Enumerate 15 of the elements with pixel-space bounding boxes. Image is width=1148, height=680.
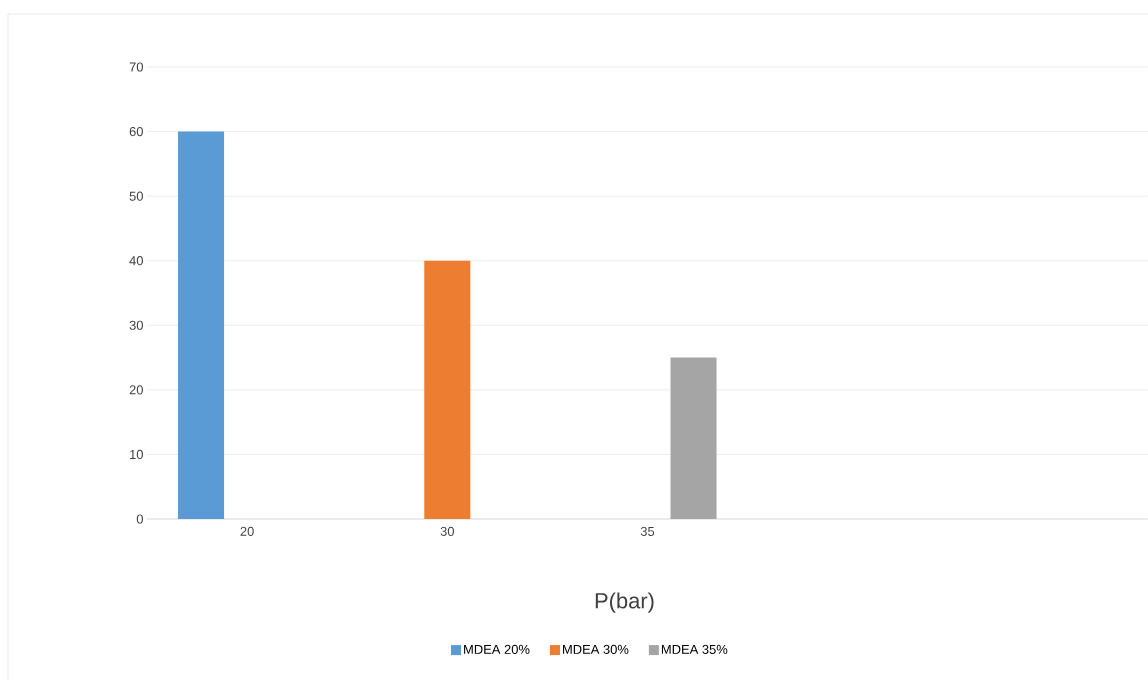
x-tick-label: 30 bbox=[440, 526, 454, 536]
legend-label: MDEA 30% bbox=[563, 644, 629, 654]
legend-label: MDEA 20% bbox=[464, 644, 530, 654]
y-tick-label: 60 bbox=[129, 126, 143, 137]
x-axis-title: P(bar) bbox=[595, 592, 654, 613]
legend-label: MDEA 35% bbox=[661, 644, 728, 654]
y-tick-label: 50 bbox=[129, 191, 143, 201]
x-tick-label: 20 bbox=[240, 526, 254, 536]
y-tick-label: 70 bbox=[129, 62, 143, 72]
y-tick-label: 0 bbox=[136, 514, 143, 524]
y-tick-label: 40 bbox=[129, 256, 143, 266]
x-tick-label: 35 bbox=[640, 526, 655, 536]
y-tick-label: 20 bbox=[129, 385, 143, 395]
y-tick-label: 30 bbox=[129, 320, 143, 330]
y-tick-label: 10 bbox=[130, 449, 143, 460]
